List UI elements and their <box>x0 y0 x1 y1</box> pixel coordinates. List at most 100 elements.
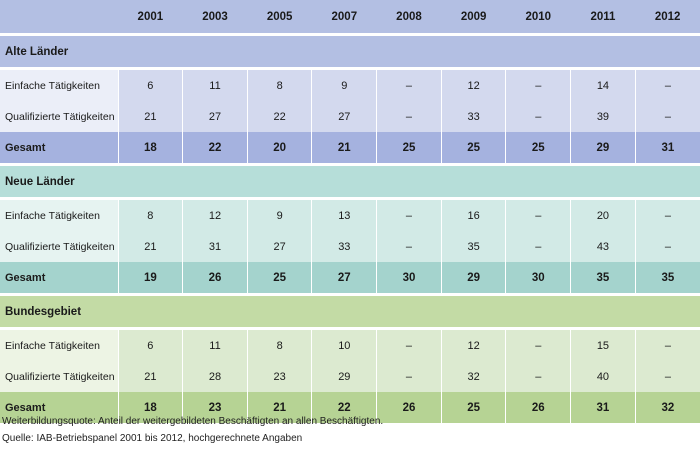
table-cell: – <box>505 70 571 101</box>
total-cell: 27 <box>311 262 377 293</box>
column-header: 2008 <box>376 0 442 33</box>
table-row: Qualifizierte Tätigkeiten 21 27 22 27 – … <box>0 101 700 132</box>
total-label: Gesamt <box>0 392 119 423</box>
table-cell: 6 <box>117 330 183 361</box>
total-cell: 25 <box>246 262 312 293</box>
table-cell: 21 <box>117 361 183 392</box>
row-label: Einfache Tätigkeiten <box>0 330 119 361</box>
table-row: Qualifizierte Tätigkeiten 21 31 27 33 – … <box>0 231 700 262</box>
table-cell: 28 <box>182 361 248 392</box>
table-cell: 32 <box>440 361 506 392</box>
total-cell: 26 <box>182 262 248 293</box>
table-cell: – <box>376 70 442 101</box>
table-cell: 8 <box>117 200 183 231</box>
column-header: 2011 <box>570 0 636 33</box>
table-row: Einfache Tätigkeiten 8 12 9 13 – 16 – 20… <box>0 200 700 231</box>
table-cell: – <box>376 231 442 262</box>
table-cell: – <box>505 361 571 392</box>
table-cell: 8 <box>246 70 312 101</box>
total-cell: 25 <box>440 392 506 423</box>
table-cell: 10 <box>311 330 377 361</box>
table-cell: 40 <box>570 361 636 392</box>
column-header: 2003 <box>182 0 248 33</box>
total-cell: 26 <box>376 392 442 423</box>
header-row: 2001 2003 2005 2007 2008 2009 2010 2011 … <box>0 0 700 33</box>
section-row-neue-laender: Neue Länder <box>0 166 700 197</box>
table-notes: Weiterbildungsquote: Anteil der weiterge… <box>2 413 383 447</box>
source-note: Quelle: IAB-Betriebspanel 2001 bis 2012,… <box>2 433 303 444</box>
total-label: Gesamt <box>0 132 119 163</box>
column-header: 2005 <box>247 0 312 33</box>
table-cell: 9 <box>246 200 312 231</box>
column-header: 2009 <box>441 0 506 33</box>
section-title: Bundesgebiet <box>0 296 700 327</box>
table-cell: – <box>376 200 442 231</box>
total-cell: 29 <box>440 262 506 293</box>
table-cell: 8 <box>246 330 312 361</box>
table-cell: 39 <box>570 101 636 132</box>
total-cell: 22 <box>182 132 248 163</box>
table-cell: 33 <box>311 231 377 262</box>
table-cell: 6 <box>117 70 183 101</box>
total-cell: 32 <box>634 392 700 423</box>
total-cell: 31 <box>570 392 636 423</box>
table-cell: 33 <box>440 101 506 132</box>
total-cell: 20 <box>246 132 312 163</box>
table-cell: – <box>634 101 700 132</box>
total-row: Gesamt 19 26 25 27 30 29 30 35 35 <box>0 262 700 293</box>
row-label: Einfache Tätigkeiten <box>0 200 119 231</box>
total-cell: 21 <box>311 132 377 163</box>
total-cell: 18 <box>117 132 183 163</box>
table-cell: 35 <box>440 231 506 262</box>
table-cell: – <box>505 200 571 231</box>
table-cell: 11 <box>182 330 248 361</box>
total-row: Gesamt 18 22 20 21 25 25 25 29 31 <box>0 132 700 163</box>
row-label: Qualifizierte Tätigkeiten <box>0 361 119 392</box>
table-cell: 31 <box>182 231 248 262</box>
table-cell: – <box>634 330 700 361</box>
table-cell: – <box>376 361 442 392</box>
table-cell: 12 <box>440 70 506 101</box>
total-cell: 25 <box>505 132 571 163</box>
table-cell: 21 <box>117 231 183 262</box>
table-cell: 20 <box>570 200 636 231</box>
total-cell: 35 <box>634 262 700 293</box>
column-header: 2007 <box>311 0 377 33</box>
total-cell: 19 <box>117 262 183 293</box>
table-cell: – <box>376 330 442 361</box>
column-header: 2001 <box>118 0 183 33</box>
row-label: Einfache Tätigkeiten <box>0 70 119 101</box>
table-cell: – <box>376 101 442 132</box>
column-header: 2010 <box>505 0 571 33</box>
table-cell: 21 <box>117 101 183 132</box>
section-title: Neue Länder <box>0 166 700 197</box>
table-cell: 13 <box>311 200 377 231</box>
total-label: Gesamt <box>0 262 119 293</box>
total-cell: 30 <box>505 262 571 293</box>
section-row-alte-laender: Alte Länder <box>0 36 700 67</box>
table-cell: 9 <box>311 70 377 101</box>
total-cell: 18 <box>117 392 183 423</box>
table-cell: 23 <box>246 361 312 392</box>
table-cell: 27 <box>311 101 377 132</box>
total-cell: 25 <box>376 132 442 163</box>
table-cell: 27 <box>246 231 312 262</box>
total-row: Gesamt 18 23 21 22 26 25 26 31 32 <box>0 392 700 423</box>
data-table: 2001 2003 2005 2007 2008 2009 2010 2011 … <box>0 0 700 423</box>
total-cell: 21 <box>246 392 312 423</box>
table-cell: 12 <box>182 200 248 231</box>
table-row: Einfache Tätigkeiten 6 11 8 9 – 12 – 14 … <box>0 70 700 101</box>
table-cell: 22 <box>246 101 312 132</box>
table-cell: 16 <box>440 200 506 231</box>
total-cell: 30 <box>376 262 442 293</box>
table-cell: – <box>634 361 700 392</box>
table-cell: 43 <box>570 231 636 262</box>
table-cell: – <box>634 231 700 262</box>
table-cell: 12 <box>440 330 506 361</box>
table-row: Einfache Tätigkeiten 6 11 8 10 – 12 – 15… <box>0 330 700 361</box>
total-cell: 23 <box>182 392 248 423</box>
row-label: Qualifizierte Tätigkeiten <box>0 101 119 132</box>
table-cell: – <box>505 101 571 132</box>
table-cell: 14 <box>570 70 636 101</box>
